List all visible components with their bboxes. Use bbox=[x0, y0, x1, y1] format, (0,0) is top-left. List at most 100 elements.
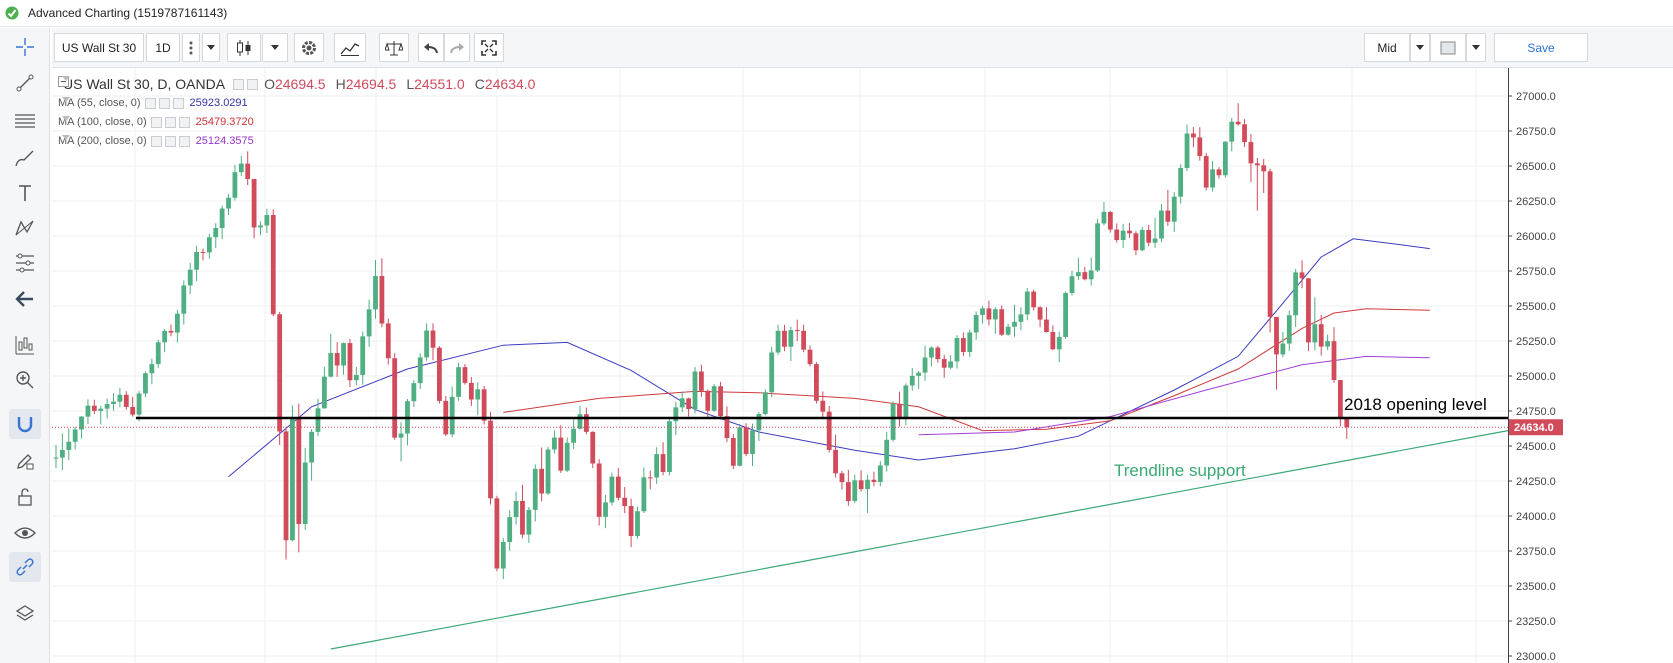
price-axis[interactable]: 23000.0 23250.0 23500.0 23750.0 24000.0 24250… bbox=[1508, 68, 1563, 663]
close-label: C bbox=[474, 76, 485, 92]
save-button[interactable]: Save bbox=[1494, 33, 1588, 62]
crosshair-tool[interactable] bbox=[9, 32, 41, 62]
chevron-down-icon[interactable] bbox=[62, 135, 70, 140]
candle-body bbox=[654, 454, 660, 478]
candle bbox=[1056, 331, 1062, 363]
link-tool[interactable] bbox=[9, 552, 41, 582]
candle-body bbox=[909, 375, 915, 386]
candle-body bbox=[973, 314, 979, 333]
price-source-select[interactable]: Mid bbox=[1364, 33, 1410, 62]
symbol-search-button[interactable]: US Wall St 30 bbox=[54, 33, 144, 62]
candle bbox=[539, 447, 545, 502]
candle-body bbox=[488, 420, 493, 499]
low-label: L bbox=[406, 76, 415, 92]
candle-body bbox=[66, 441, 72, 450]
candle bbox=[264, 208, 270, 234]
candle-body bbox=[1063, 292, 1069, 337]
interval-label: 1D bbox=[155, 40, 171, 55]
candle-body bbox=[1235, 121, 1241, 125]
more-intervals-button[interactable] bbox=[182, 33, 200, 62]
chevron-down-icon[interactable] bbox=[62, 116, 70, 121]
candle bbox=[948, 355, 953, 370]
candle bbox=[1299, 260, 1305, 289]
candle bbox=[986, 300, 992, 326]
title-bar: Advanced Charting (1519787161143) bbox=[0, 0, 1673, 27]
brush-tool[interactable] bbox=[9, 143, 41, 173]
visibility-tool[interactable] bbox=[9, 518, 41, 548]
crosshair-icon bbox=[16, 38, 34, 56]
candlesticks bbox=[53, 103, 1350, 580]
candle-body bbox=[615, 476, 621, 498]
candle bbox=[328, 333, 334, 378]
layers-tool[interactable] bbox=[9, 598, 41, 628]
ma200-controls[interactable] bbox=[150, 135, 190, 147]
candle-body bbox=[341, 343, 346, 366]
candle-body bbox=[155, 342, 161, 365]
redo-icon bbox=[450, 42, 464, 53]
interval-dropdown-button[interactable] bbox=[202, 33, 220, 62]
candle-body bbox=[200, 251, 206, 253]
chevron-down-icon bbox=[1472, 45, 1480, 50]
candle-body bbox=[1076, 272, 1081, 277]
candle-body bbox=[564, 442, 570, 471]
forecast-tool[interactable] bbox=[9, 330, 41, 360]
candle bbox=[890, 401, 896, 442]
candle bbox=[1012, 304, 1017, 337]
candle bbox=[564, 437, 570, 473]
candle-body bbox=[1133, 233, 1139, 251]
trendline-tool[interactable] bbox=[9, 68, 41, 98]
price-tick-label: 23000.0 bbox=[1516, 651, 1556, 663]
ma100-controls[interactable] bbox=[150, 116, 190, 128]
candle bbox=[1159, 204, 1164, 243]
candle bbox=[1178, 164, 1184, 204]
fullscreen-button[interactable] bbox=[474, 33, 504, 62]
back-tool[interactable] bbox=[9, 284, 41, 314]
candle bbox=[679, 391, 685, 412]
magnet-tool[interactable] bbox=[9, 409, 41, 439]
chart-type-button[interactable] bbox=[227, 33, 261, 62]
indicators-icon bbox=[340, 42, 360, 56]
lock-all-tool[interactable] bbox=[9, 482, 41, 512]
candle-body bbox=[1095, 223, 1100, 271]
chart-area[interactable]: 2018 opening level Trendline support 2300… bbox=[52, 68, 1673, 663]
chevron-down-icon[interactable] bbox=[62, 76, 70, 81]
price-source-dropdown[interactable] bbox=[1410, 33, 1430, 62]
candle-body bbox=[1005, 326, 1011, 335]
settings-button[interactable] bbox=[294, 33, 324, 62]
indicators-button[interactable] bbox=[334, 33, 366, 62]
interval-button[interactable]: 1D bbox=[146, 33, 180, 62]
compare-button[interactable] bbox=[379, 33, 409, 62]
candle-body bbox=[1024, 291, 1030, 315]
chevron-down-icon[interactable] bbox=[62, 97, 70, 102]
horizontal-lines-tool[interactable] bbox=[9, 106, 41, 136]
candle-body bbox=[398, 433, 404, 438]
candle-body bbox=[954, 338, 960, 362]
layout-dropdown[interactable] bbox=[1466, 33, 1486, 62]
text-tool[interactable] bbox=[9, 178, 41, 208]
candle bbox=[1210, 160, 1215, 192]
candle-body bbox=[302, 462, 308, 524]
candle bbox=[1005, 323, 1011, 336]
candle bbox=[877, 461, 883, 487]
candle-body bbox=[360, 336, 366, 376]
candle-body bbox=[724, 416, 730, 439]
ma55-label: MA (55, close, 0) bbox=[58, 97, 141, 109]
candle bbox=[609, 472, 615, 506]
legend-controls[interactable] bbox=[233, 78, 259, 90]
candle-body bbox=[960, 338, 966, 353]
candle bbox=[1267, 168, 1273, 333]
chart-type-dropdown-button[interactable] bbox=[262, 33, 288, 62]
undo-button[interactable] bbox=[418, 33, 444, 62]
zoom-tool[interactable] bbox=[9, 365, 41, 395]
layout-select[interactable] bbox=[1430, 33, 1466, 62]
candle bbox=[111, 393, 116, 411]
price-chart[interactable]: 2018 opening level Trendline support 2300… bbox=[52, 68, 1673, 663]
measure-tool[interactable] bbox=[9, 248, 41, 278]
candle bbox=[826, 405, 832, 453]
ma55-controls[interactable] bbox=[144, 97, 184, 109]
pattern-tool[interactable] bbox=[9, 213, 41, 243]
lock-drawing-tool[interactable] bbox=[9, 446, 41, 476]
candle bbox=[603, 494, 608, 529]
text-icon bbox=[19, 185, 31, 201]
redo-button[interactable] bbox=[444, 33, 470, 62]
